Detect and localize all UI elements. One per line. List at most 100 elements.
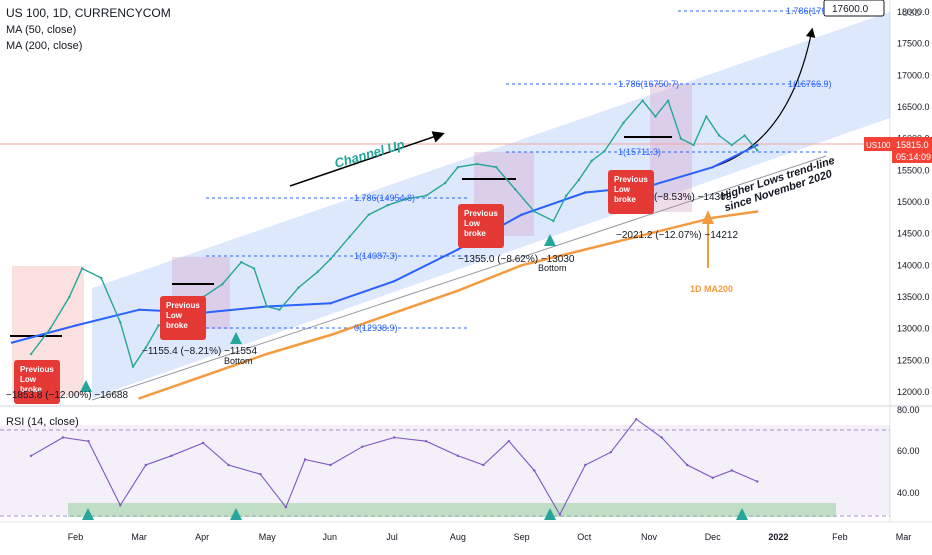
price-point bbox=[297, 286, 300, 289]
price-point bbox=[316, 270, 319, 273]
time-tick: Sep bbox=[514, 532, 530, 542]
symbol-header[interactable]: US 100, 1D, CURRENCYCOM bbox=[6, 6, 171, 20]
ma50-point bbox=[74, 324, 77, 327]
ma200-legend[interactable]: MA (200, close) bbox=[6, 40, 83, 52]
rsi-point bbox=[482, 463, 485, 467]
ma50-point bbox=[520, 213, 523, 216]
target-badge bbox=[823, 0, 885, 17]
price-tick: 15500.0 bbox=[897, 165, 930, 175]
price-point bbox=[221, 283, 224, 286]
prev-low-box-3 bbox=[458, 204, 504, 248]
price-point bbox=[692, 143, 695, 147]
prev-low-text-4: Previous Low broke bbox=[614, 175, 648, 204]
price-point bbox=[494, 165, 498, 169]
time-tick: Mar bbox=[896, 532, 912, 542]
rsi-tick-80: 80.00 bbox=[897, 405, 920, 415]
drop-label-2: −1155.4 (−8.21%) −11554 bbox=[142, 346, 257, 357]
ma200-point bbox=[584, 248, 587, 251]
drop-label-1: −1853.8 (−12.00%) −16688 bbox=[6, 390, 128, 401]
ma200-point bbox=[711, 216, 714, 220]
rsi-point bbox=[609, 450, 612, 454]
rsi-bottom-marker-1 bbox=[82, 508, 94, 520]
drop-zone-4 bbox=[650, 84, 692, 212]
price-point bbox=[68, 295, 71, 299]
rsi-point bbox=[730, 469, 734, 472]
fib-label-2: 1(14087.3) bbox=[354, 251, 398, 261]
price-tick: 18000.0 bbox=[897, 7, 930, 17]
ma200-series bbox=[138, 210, 759, 400]
rsi-point bbox=[393, 436, 396, 439]
price-point bbox=[533, 210, 536, 213]
price-point bbox=[514, 188, 517, 191]
price-point bbox=[80, 267, 84, 270]
ma50-point bbox=[329, 302, 332, 305]
drop-label-5: −2021.2 (−12.07%) −14212 bbox=[616, 230, 738, 241]
bottom-label-2: Bottom bbox=[538, 263, 567, 273]
prev-low-text-1: Previous Low broke bbox=[20, 365, 54, 394]
time-tick: Oct bbox=[577, 532, 592, 542]
rsi-series bbox=[29, 417, 759, 516]
rsi-point bbox=[329, 463, 332, 467]
price-point bbox=[348, 235, 351, 239]
price-point bbox=[252, 267, 256, 270]
price-point bbox=[99, 276, 103, 280]
prev-low-text-3: Previous Low broke bbox=[464, 209, 498, 238]
price-point bbox=[131, 365, 135, 368]
bottom-label-1: Bottom bbox=[224, 356, 253, 366]
rsi-bottom-marker-4 bbox=[736, 508, 748, 520]
rsi-point bbox=[227, 463, 230, 467]
price-point bbox=[475, 162, 479, 166]
rsi-point bbox=[87, 439, 90, 443]
price-point bbox=[49, 327, 52, 330]
rsi-tick-40: 40.00 bbox=[897, 488, 920, 498]
price-point bbox=[679, 137, 683, 140]
ma50-point bbox=[711, 165, 714, 169]
rsi-point bbox=[584, 463, 587, 467]
price-point bbox=[577, 178, 581, 182]
price-pane[interactable] bbox=[0, 0, 890, 404]
fib-label-6: 1.786(17917.0) bbox=[786, 6, 847, 16]
fib-label-1: 1.786(14954.8) bbox=[354, 193, 415, 203]
rsi-pane[interactable] bbox=[0, 408, 890, 522]
prev-low-box-4 bbox=[608, 170, 654, 214]
price-point bbox=[641, 99, 644, 102]
price-tick: 12000.0 bbox=[897, 387, 930, 397]
ma50-legend[interactable]: MA (50, close) bbox=[6, 24, 77, 36]
ma200-point bbox=[393, 311, 396, 315]
price-tick: 13500.0 bbox=[897, 292, 930, 302]
rsi-point bbox=[361, 445, 364, 448]
rsi-point bbox=[61, 436, 65, 439]
ma200-point bbox=[520, 264, 523, 267]
rsi-support-zone bbox=[68, 503, 836, 517]
price-point bbox=[367, 213, 370, 216]
time-tick: Apr bbox=[195, 532, 209, 542]
price-tick: 15000.0 bbox=[897, 197, 930, 207]
ma50-point bbox=[756, 143, 759, 147]
time-tick: Aug bbox=[450, 532, 466, 542]
drop-label-4: (−8.53%) −14303 bbox=[654, 192, 732, 203]
rsi-bottom-marker-2 bbox=[230, 508, 242, 520]
price-point bbox=[119, 321, 122, 324]
fib-label-4: 1.786(16750.7) bbox=[618, 79, 679, 89]
ma50-point bbox=[10, 341, 14, 344]
time-tick: Feb bbox=[68, 532, 84, 542]
ma50-point bbox=[456, 248, 460, 251]
time-tick: Dec bbox=[705, 532, 722, 542]
drop-label-3: −1355.0 (−8.62%) −13030 bbox=[458, 254, 575, 265]
price-point bbox=[278, 308, 281, 311]
rsi-point bbox=[259, 472, 262, 476]
rsi-point bbox=[456, 454, 460, 458]
ma200-point bbox=[647, 232, 651, 235]
price-tick: 17500.0 bbox=[897, 39, 930, 49]
projection-arrow bbox=[715, 27, 816, 167]
rsi-point bbox=[284, 505, 288, 509]
price-point bbox=[590, 159, 593, 163]
price-point bbox=[240, 260, 243, 264]
rsi-legend[interactable]: RSI (14, close) bbox=[6, 416, 79, 428]
rsi-point bbox=[201, 441, 205, 445]
bottom-marker-1 bbox=[80, 380, 92, 392]
time-tick: Mar bbox=[131, 532, 147, 542]
rsi-point bbox=[711, 476, 714, 480]
